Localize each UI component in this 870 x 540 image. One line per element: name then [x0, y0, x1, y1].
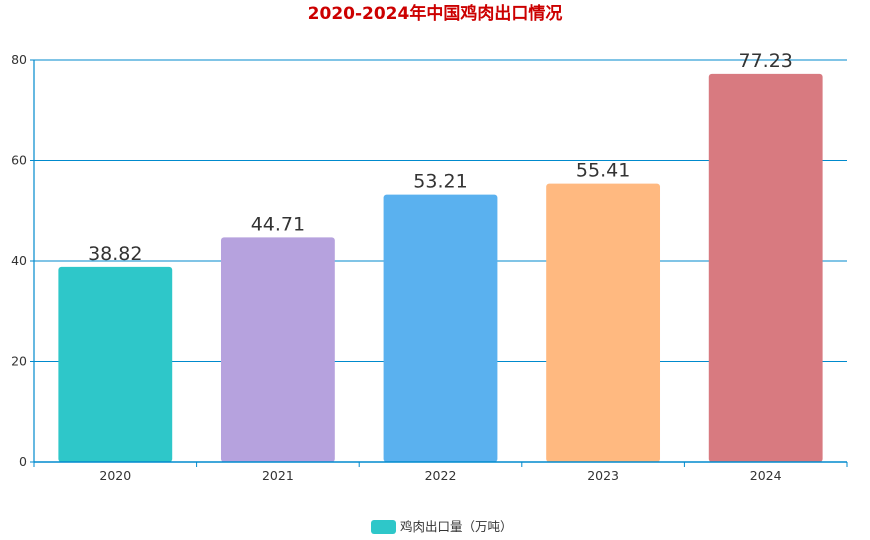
data-label-2020: 38.82 — [88, 243, 142, 265]
x-tick-label-2021: 2021 — [262, 468, 294, 483]
bar-2023[interactable] — [546, 183, 661, 462]
bar-2022[interactable] — [383, 194, 498, 462]
chart-title: 2020-2024年中国鸡肉出口情况 — [308, 3, 563, 24]
axes: 0 20 40 60 80 2020 2021 2022 2023 2024 — [11, 52, 848, 483]
bar-2020[interactable] — [58, 266, 173, 462]
y-tick-label-60: 60 — [11, 153, 27, 168]
data-label-2021: 44.71 — [251, 213, 305, 235]
data-label-2024: 77.23 — [738, 50, 792, 72]
x-tick-label-2024: 2024 — [750, 468, 782, 483]
legend-label: 鸡肉出口量（万吨） — [400, 519, 513, 534]
legend[interactable]: 鸡肉出口量（万吨） — [371, 519, 513, 534]
bars — [58, 73, 823, 462]
data-label-2022: 53.21 — [413, 171, 467, 193]
x-tick-label-2020: 2020 — [99, 468, 131, 483]
bar-2024[interactable] — [708, 73, 823, 462]
x-tick-label-2023: 2023 — [587, 468, 619, 483]
y-tick-label-40: 40 — [11, 253, 27, 268]
bar-2021[interactable] — [220, 237, 335, 462]
y-tick-label-80: 80 — [11, 52, 27, 67]
data-labels: 38.82 44.71 53.21 55.41 77.23 — [88, 50, 793, 265]
y-tick-label-0: 0 — [19, 454, 27, 469]
data-label-2023: 55.41 — [576, 160, 630, 182]
x-tick-label-2022: 2022 — [425, 468, 457, 483]
legend-swatch — [371, 520, 396, 534]
y-tick-label-20: 20 — [11, 354, 27, 369]
